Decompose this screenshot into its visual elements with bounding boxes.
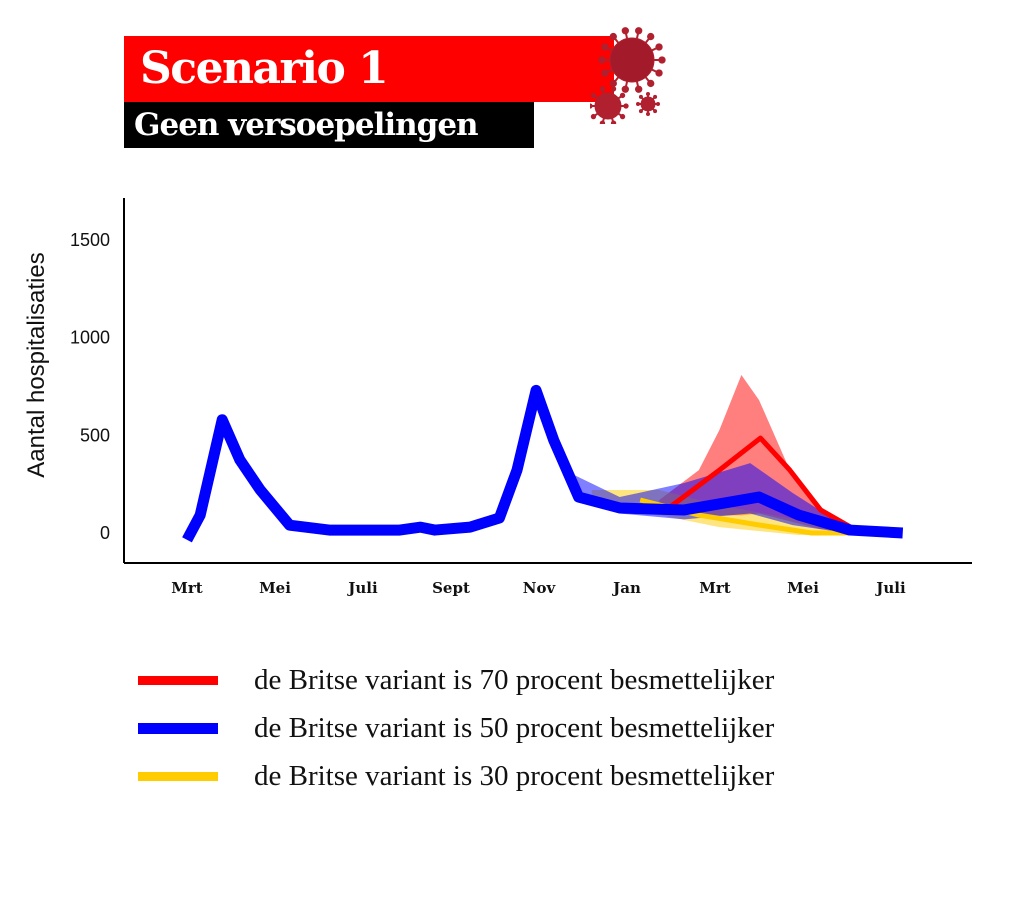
legend-label: de Britse variant is 30 procent besmette… — [254, 759, 775, 792]
series-line-2 — [182, 384, 904, 543]
y-tick-label: 0 — [100, 523, 110, 543]
x-tick-label: Nov — [523, 579, 557, 597]
x-tick-label: Mei — [259, 579, 291, 597]
legend-label: de Britse variant is 70 procent besmette… — [254, 663, 775, 696]
legend: de Britse variant is 70 procent besmette… — [138, 656, 774, 800]
legend-label: de Britse variant is 50 procent besmette… — [254, 711, 775, 744]
coronavirus-icon — [590, 27, 666, 124]
y-tick-label: 500 — [80, 425, 110, 445]
chart-title: Scenario 1 — [140, 43, 389, 94]
y-tick-label: 1000 — [70, 328, 110, 348]
chart-subtitle: Geen versoepelingen — [134, 107, 479, 143]
series-line-0 — [665, 435, 858, 533]
legend-swatch-red — [138, 675, 218, 685]
x-tick-label: Mei — [787, 579, 819, 597]
y-tick-label: 1500 — [70, 230, 110, 250]
y-axis-label: Aantal hospitalisaties — [23, 252, 50, 477]
legend-swatch-blue — [138, 722, 218, 734]
confidence-band-2 — [574, 463, 856, 533]
x-tick-label: Mrt — [171, 579, 203, 597]
x-tick-label: Juli — [874, 579, 906, 597]
x-tick-label: Sept — [432, 579, 470, 597]
title-banner — [124, 36, 614, 102]
chart-area: 0 500 1000 1500 Mrt Mei Juli Sept Nov Jan Mrt Mei J… — [23, 198, 972, 597]
x-tick-label: Mrt — [699, 579, 731, 597]
legend-item-30: de Britse variant is 30 procent besmette… — [138, 752, 774, 800]
subtitle-banner — [124, 102, 534, 148]
legend-swatch-yellow — [138, 771, 218, 781]
x-tick-label: Juli — [346, 579, 378, 597]
legend-item-50: de Britse variant is 50 procent besmette… — [138, 704, 774, 752]
x-tick-label: Jan — [611, 579, 641, 597]
legend-item-70: de Britse variant is 70 procent besmette… — [138, 656, 774, 704]
